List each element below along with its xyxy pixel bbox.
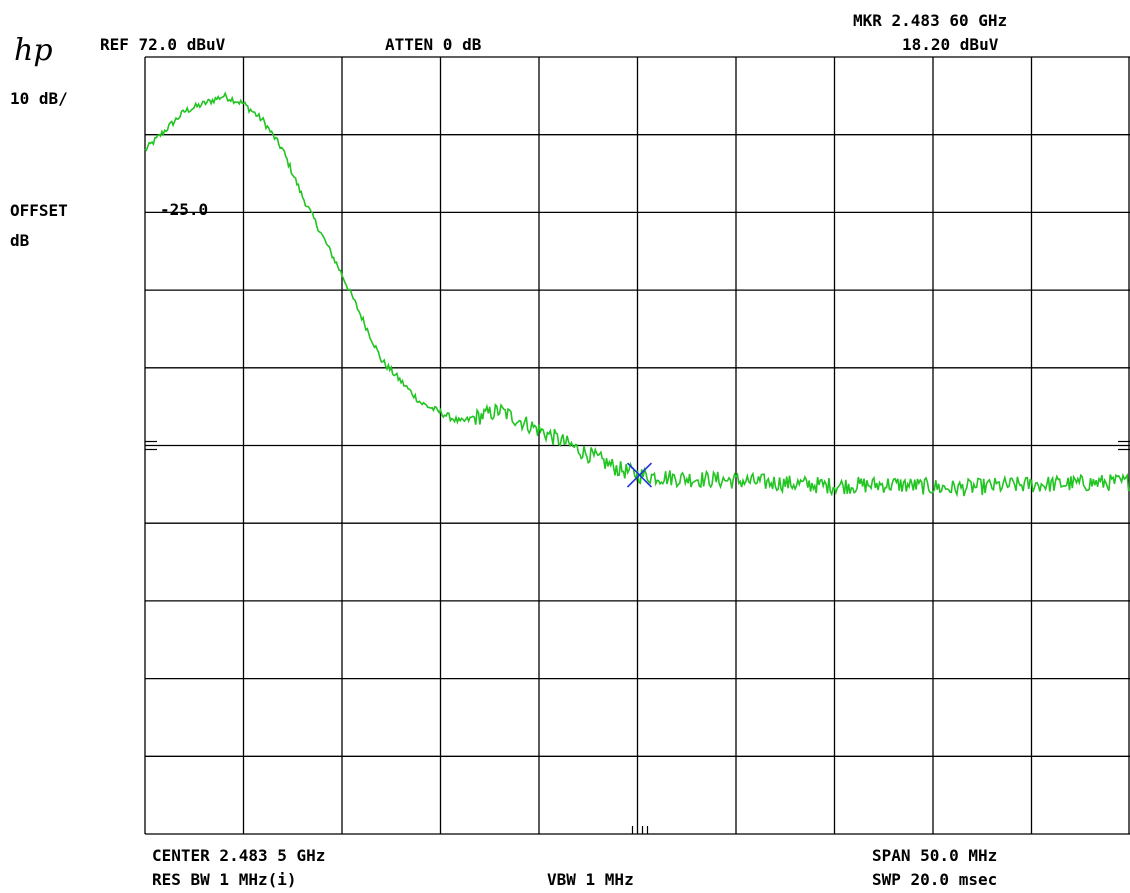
hp-logo: hp bbox=[14, 33, 53, 68]
ref-level-label: REF 72.0 dBuV bbox=[100, 35, 226, 54]
marker-cross bbox=[626, 462, 653, 488]
graticule-ticks bbox=[145, 440, 1130, 834]
offset-label: OFFSET bbox=[10, 201, 68, 220]
offset-value-label: -25.0 bbox=[160, 200, 209, 219]
trace-line bbox=[144, 91, 1130, 498]
graticule bbox=[144, 56, 1130, 835]
center-frequency-label: CENTER 2.483 5 GHz bbox=[152, 846, 326, 865]
scale-label: 10 dB/ bbox=[10, 89, 68, 108]
offset-unit-label: dB bbox=[10, 231, 30, 250]
resolution-bandwidth-label: RES BW 1 MHz(i) bbox=[152, 870, 297, 889]
marker-frequency-label: MKR 2.483 60 GHz bbox=[853, 11, 1008, 30]
video-bandwidth-label: VBW 1 MHz bbox=[547, 870, 634, 889]
marker-cross-stroke bbox=[626, 462, 653, 488]
attenuation-label: ATTEN 0 dB bbox=[385, 35, 482, 54]
marker-level-label: 18.20 dBuV bbox=[902, 35, 999, 54]
span-label: SPAN 50.0 MHz bbox=[872, 846, 998, 865]
sweep-time-label: SWP 20.0 msec bbox=[872, 870, 998, 889]
